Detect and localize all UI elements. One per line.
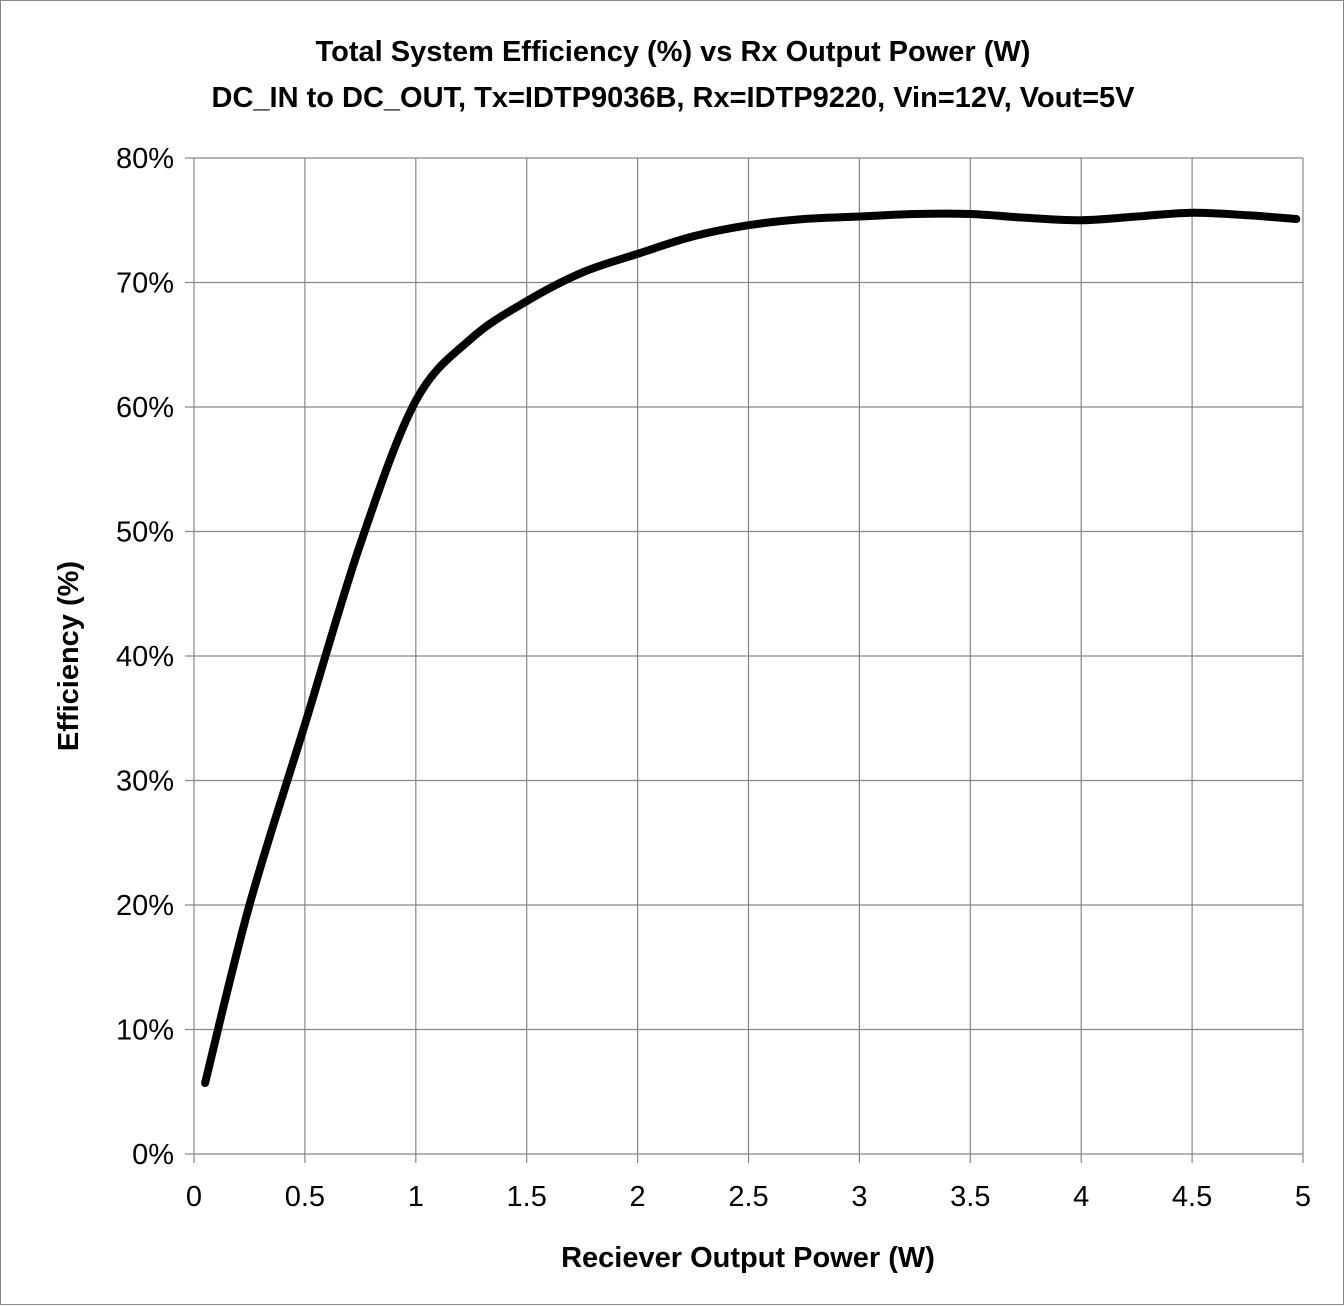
chart-title: Total System Efficiency (%) vs Rx Output… xyxy=(316,36,1031,68)
x-tick-label: 4.5 xyxy=(1172,1181,1212,1213)
x-tick-label: 1.5 xyxy=(507,1181,547,1213)
y-tick-label: 20% xyxy=(116,890,174,922)
x-tick-label: 2 xyxy=(630,1181,646,1213)
x-tick-label: 2.5 xyxy=(728,1181,768,1213)
x-tick-label: 5 xyxy=(1295,1181,1311,1213)
y-tick-label: 70% xyxy=(116,268,174,300)
tick-labels: 0 0.5 1 1.5 2 2.5 3 3.5 4 4.5 50%10%20%30%40%50%60… xyxy=(116,143,1311,1213)
y-axis-title: Efficiency (%) xyxy=(53,561,85,751)
x-tick-label: 1 xyxy=(408,1181,424,1213)
x-tick-label: 3.5 xyxy=(950,1181,990,1213)
x-tick-label: 3 xyxy=(851,1181,867,1213)
series-layer xyxy=(201,208,1301,1088)
y-tick-label: 80% xyxy=(116,143,174,175)
y-tick-label: 10% xyxy=(116,1015,174,1047)
y-tick-label: 40% xyxy=(116,641,174,673)
y-tick-label: 50% xyxy=(116,517,174,549)
x-tick-label: 0.5 xyxy=(285,1181,325,1213)
x-axis-title: Reciever Output Power (W) xyxy=(561,1242,935,1274)
y-tick-label: 0% xyxy=(132,1139,174,1171)
y-tick-label: 60% xyxy=(116,392,174,424)
y-tick-label: 30% xyxy=(116,766,174,798)
chart-subtitle: DC_IN to DC_OUT, Tx=IDTP9036B, Rx=IDTP92… xyxy=(212,82,1136,114)
grid-lines xyxy=(194,157,1304,1154)
x-tick-label: 4 xyxy=(1073,1181,1089,1213)
x-tick-label: 0 xyxy=(186,1181,202,1213)
axes xyxy=(185,157,1304,1163)
efficiency-series-line xyxy=(201,208,1301,1088)
